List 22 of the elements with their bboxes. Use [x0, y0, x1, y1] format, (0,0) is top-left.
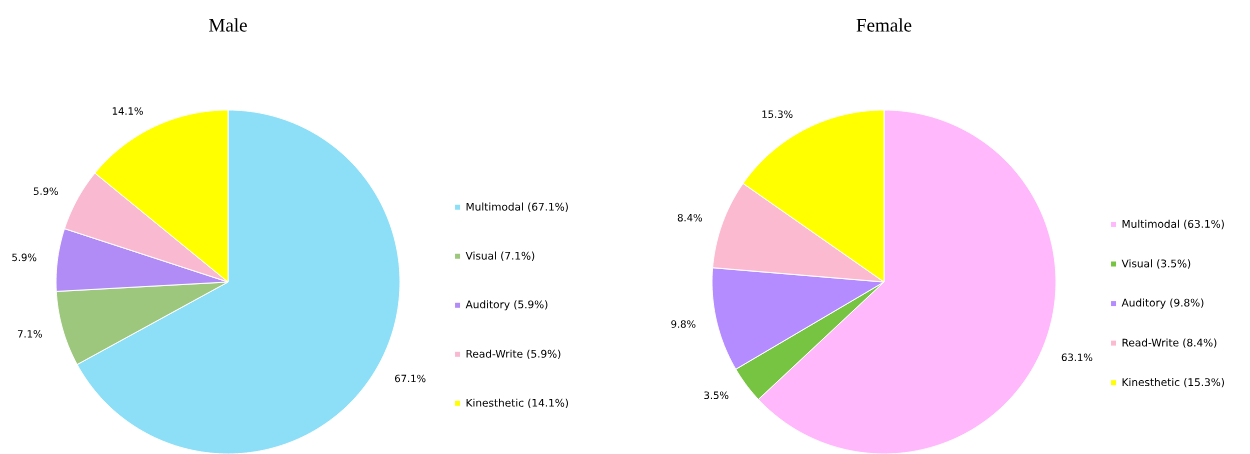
legend-label: Multimodal (67.1%)	[466, 202, 568, 212]
data-label: 67.1%	[395, 374, 426, 383]
data-label: 5.9%	[12, 253, 37, 261]
data-label: 5.9%	[33, 187, 58, 195]
chart-title: Female	[856, 18, 912, 32]
data-label: 8.4%	[677, 213, 702, 222]
legend-label: Visual (3.5%)	[1121, 259, 1191, 269]
data-label: 15.3%	[762, 110, 793, 118]
legend-label: Multimodal (63.1%)	[1122, 219, 1224, 229]
data-label: 7.1%	[17, 329, 42, 338]
data-label: 9.8%	[671, 320, 696, 328]
chart-title: Male	[209, 18, 247, 32]
data-label: 14.1%	[112, 107, 143, 115]
legend-label: Auditory (9.8%)	[1121, 298, 1204, 309]
legend-label: Kinesthetic (14.1%)	[466, 398, 568, 408]
legend-label: Visual (7.1%)	[465, 251, 535, 261]
legend-label: Read-Write (5.9%)	[466, 349, 561, 359]
data-label: 63.1%	[1061, 353, 1093, 361]
legend-label: Kinesthetic (15.3%)	[1122, 377, 1224, 388]
legend-label: Read-Write (8.4%)	[1122, 338, 1217, 348]
data-label: 3.5%	[704, 391, 729, 399]
legend-label: Auditory (5.9%)	[465, 299, 548, 311]
